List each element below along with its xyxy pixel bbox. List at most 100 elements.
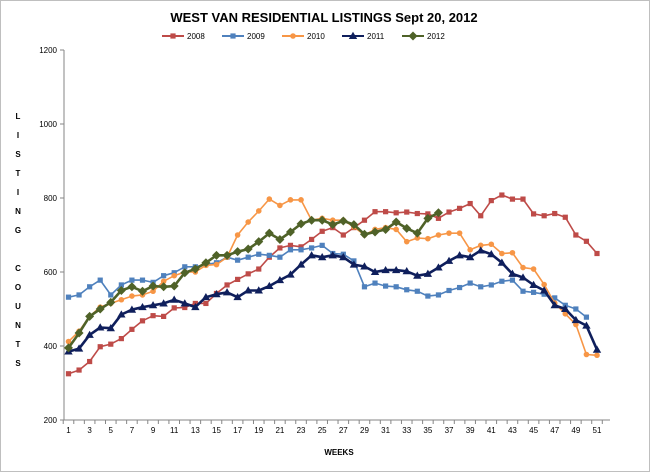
data-point [96,323,105,331]
data-point [298,247,304,253]
series-line [68,249,599,353]
data-point [550,301,559,309]
y-tick-label: 200 [44,416,58,425]
data-point [592,345,602,353]
data-point [139,277,146,283]
data-point [150,313,156,319]
data-point [499,192,505,198]
data-point [287,242,294,248]
data-point [108,341,114,347]
data-point [573,321,579,328]
plot-area [64,192,602,377]
data-point [161,313,167,319]
x-tick-label: 45 [529,426,538,435]
data-point [488,282,494,288]
data-point [518,273,528,281]
data-point [211,250,221,260]
data-point [361,284,368,290]
data-point [434,263,443,271]
data-point [488,241,495,248]
x-axis-label: WEEKS [324,448,354,457]
data-point [573,232,579,238]
data-point [235,276,241,282]
x-tick-label: 33 [402,426,411,435]
data-point [571,315,581,324]
legend-marker [348,31,358,39]
data-point [319,242,325,248]
data-point [286,270,295,278]
data-point [127,282,137,292]
legend-item-2011: 2011 [342,31,385,41]
data-point [530,289,537,295]
data-point [391,217,401,227]
data-point [339,253,348,261]
data-point [139,318,146,324]
data-point [118,282,124,288]
series-line [67,211,440,349]
series-2012 [64,208,443,353]
data-point [455,251,464,259]
data-point [170,295,179,303]
data-point [106,297,116,307]
data-point [582,321,591,329]
data-point [361,217,368,223]
data-point [243,286,253,294]
data-point [118,296,125,303]
legend-label: 2009 [247,32,265,41]
data-point [85,330,94,338]
data-point [298,197,304,203]
data-point [160,278,167,285]
data-point [541,213,547,219]
data-point [309,236,315,243]
data-point [137,286,147,296]
data-point [391,265,401,274]
data-point [467,247,473,253]
data-point [425,235,431,242]
data-point [529,280,538,288]
data-point [277,254,283,260]
data-point [499,278,505,284]
y-tick-label: 1000 [39,120,57,129]
data-point [159,282,169,292]
data-point [298,244,304,250]
data-point [360,262,369,270]
data-point [530,211,537,217]
legend-item-2008: 2008 [162,32,205,41]
data-point [171,305,177,311]
data-point [150,288,156,295]
data-point [425,293,431,299]
data-point [266,252,272,258]
x-axis-ticks: 1 3 5 7 9 11 13 15 17 19 21 23 25 27 29 31 33 35 37 39 41 43 4… [62,420,603,435]
legend-label: 2010 [307,32,325,41]
data-point [287,197,294,203]
data-point [446,209,452,215]
data-point [508,269,517,277]
data-point [118,336,124,342]
data-point [307,251,316,259]
data-point [520,196,526,202]
data-point [307,215,317,225]
data-point [64,343,73,353]
data-point [446,287,452,294]
legend-label: 2011 [367,32,385,41]
data-point [477,242,484,249]
x-tick-label: 5 [109,426,114,435]
data-point [476,246,485,254]
data-point [319,228,325,234]
data-point [583,351,590,358]
data-point [245,254,251,260]
y-tick-label: 800 [44,194,58,203]
data-point [583,238,590,244]
x-tick-label: 49 [571,426,580,435]
data-point [573,306,579,312]
data-point [393,210,399,216]
data-point [478,284,484,290]
data-point [108,292,114,298]
data-point [255,208,262,214]
x-tick-label: 31 [381,426,390,435]
data-point [413,271,422,279]
data-point [275,275,285,284]
